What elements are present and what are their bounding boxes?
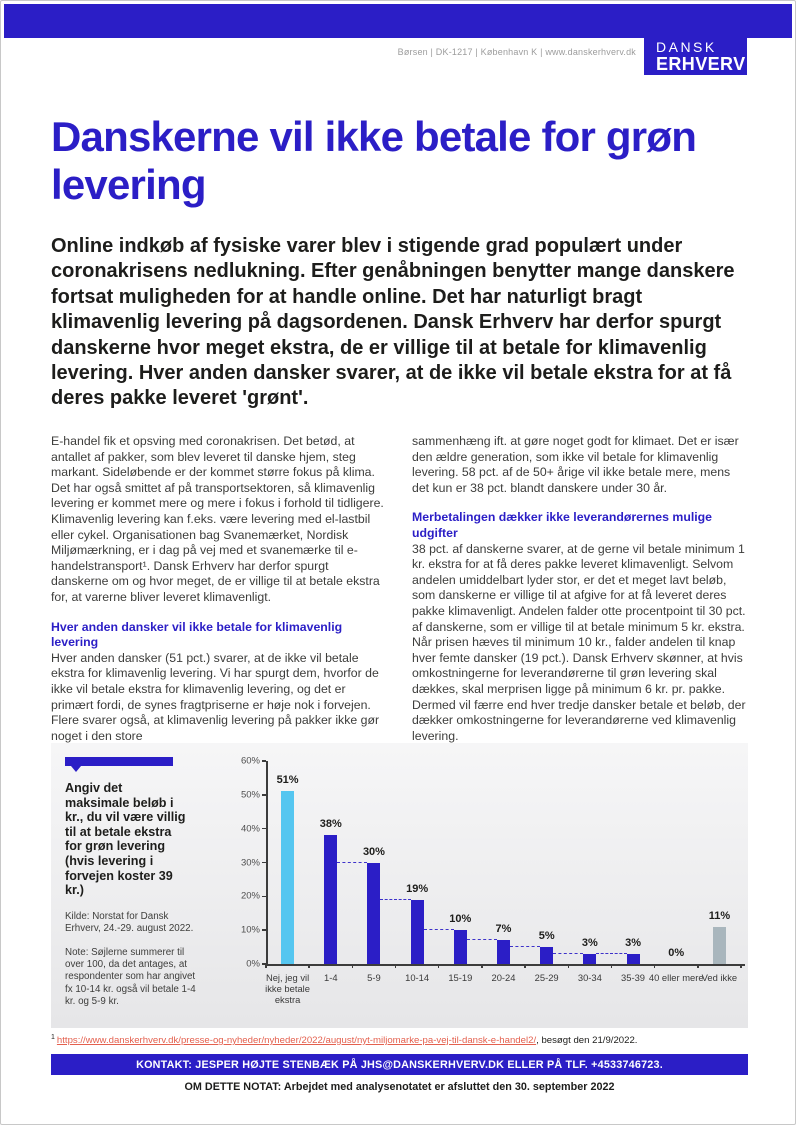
y-axis-tick [262,861,266,864]
bar-value-label: 0% [668,947,685,959]
page-title: Danskerne vil ikke betale for grøn lever… [51,113,697,208]
x-axis-tick [740,964,742,968]
y-axis-tick [262,794,266,796]
address-line: Børsen | DK-1217 | København K | www.dan… [397,47,636,57]
x-axis-tick [308,964,310,968]
left-paragraph-1: E-handel fik et opsving med coronakrisen… [51,434,384,604]
y-axis-line [266,761,268,964]
x-axis-tick [265,964,267,968]
y-axis-tick [262,963,266,965]
y-axis-label: 0% [246,958,260,970]
x-axis-tick [524,964,526,968]
chart-bar [324,835,338,964]
x-axis-tick [610,964,613,968]
chart-bar [410,899,424,964]
chart-bar [453,930,467,964]
left-paragraph-2: Hver anden dansker (51 pct.) svarer, at … [51,650,380,743]
bar-value-label: 11% [708,909,731,922]
chart-bar [367,862,381,964]
chart-bar [281,791,295,964]
about-note-line: OM DETTE NOTAT: Arbejdet med analysenota… [184,1081,615,1093]
x-axis-label: Ved ikke [701,972,738,983]
y-axis-label: 40% [240,823,260,835]
x-axis-label: 25-29 [534,972,559,983]
x-axis-tick [567,964,570,968]
x-axis-tick [394,964,397,968]
bar-value-label: 5% [538,930,555,943]
chart-bar [497,940,510,964]
chart-title: Angiv det maksimale beløb i kr., du vil … [65,781,186,898]
chart-bar [626,953,640,964]
right-subheading: Merbetalingen dækker ikke leverandørerne… [412,510,713,540]
bar-value-label: 7% [495,923,512,936]
right-column: sammenhæng ift. at gøre noget godt for k… [412,434,748,758]
y-axis-label: 20% [240,890,260,902]
chart-bar [712,926,726,964]
y-axis-tick [262,827,266,830]
y-axis-tick [262,929,266,931]
bar-chart-plot: 60% 50% 40% 30% 20% 10% 0% 51% Nej, jeg vil ikke… [241,756,745,1005]
footnote-suffix: , besøgt den 21/9/2022. [536,1035,638,1047]
dashed-connector [380,898,411,900]
bar-value-label: 3% [625,936,641,949]
dashed-connector [510,946,541,948]
x-axis-label: 40 eller mere [648,972,704,983]
x-axis-tick [351,964,354,968]
y-axis-label: 10% [240,924,260,936]
x-axis-tick [481,964,483,968]
dashed-connector [596,952,627,954]
dashed-connector [423,929,454,931]
chart-caption-box: Angiv det maksimale beløb i kr., du vil … [65,757,215,1009]
x-axis-label: 1-4 [323,972,338,983]
dashed-connector [466,939,497,941]
x-axis-tick [697,964,699,968]
bar-value-label: 19% [406,882,429,895]
y-axis-label: 60% [240,755,260,767]
y-axis-tick [262,760,266,762]
chart-source: Kilde: Norstat for Dansk Erhverv, 24.-29… [65,910,194,935]
x-axis-label: Nej, jeg vil ikke betale ekstra [265,972,310,1005]
logo-word-dansk: DANSK [656,39,717,55]
right-paragraph-1: sammenhæng ift. at gøre noget godt for k… [412,434,739,495]
dashed-connector [337,861,368,863]
x-axis-label: 30-34 [577,972,602,983]
x-axis-label: 10-14 [405,972,430,983]
dashed-connector [553,952,584,954]
y-axis-label: 30% [240,857,260,868]
x-axis-label: 15-19 [448,972,473,983]
x-axis-tick [653,964,656,968]
chart-accent-tail [71,766,81,772]
bar-value-label: 38% [319,818,342,831]
footnote-link[interactable]: https://www.danskerhverv.dk/presse-og-ny… [56,1035,537,1047]
bar-value-label: 3% [581,936,598,949]
left-subheading: Hver anden dansker vil ikke betale for k… [51,619,343,650]
footnote: 1 https://www.danskerhverv.dk/presse-og-n… [51,1034,751,1046]
x-axis-label: 35-39 [621,972,646,983]
x-axis-tick [437,964,440,968]
bar-value-label: 30% [362,845,385,858]
right-paragraph-2: 38 pct. af danskerne svarer, at de gerne… [412,541,746,743]
contact-bar: KONTAKT: JESPER HØJTE STENBÆK PÅ JHS@DAN… [51,1054,748,1075]
x-axis-label: 20-24 [491,972,516,983]
logo-word-erhverv: ERHVERV [656,54,746,74]
y-axis-tick [262,895,266,898]
chart-panel: Angiv det maksimale beløb i kr., du vil … [51,743,748,1028]
dansk-erhverv-logo: DANSK ERHVERV [644,4,747,75]
bar-value-label: 51% [276,774,299,787]
chart-accent-bar [65,757,173,772]
x-axis-line [266,964,745,966]
body-columns: E-handel fik et opsving med coronakrisen… [51,434,748,758]
bar-value-label: 10% [449,913,472,926]
footnote-marker: 1 [51,1034,55,1041]
x-axis-label: 5-9 [367,972,381,983]
intro-paragraph: Online indkøb af fysiske varer blev i st… [51,235,735,410]
chart-bar [583,953,597,964]
chart-bar [540,947,554,964]
y-axis-label: 50% [240,789,260,801]
left-column: E-handel fik et opsving med coronakrisen… [51,434,387,758]
chart-note: Note: Søjlerne summerer til over 100, da… [65,946,196,1008]
